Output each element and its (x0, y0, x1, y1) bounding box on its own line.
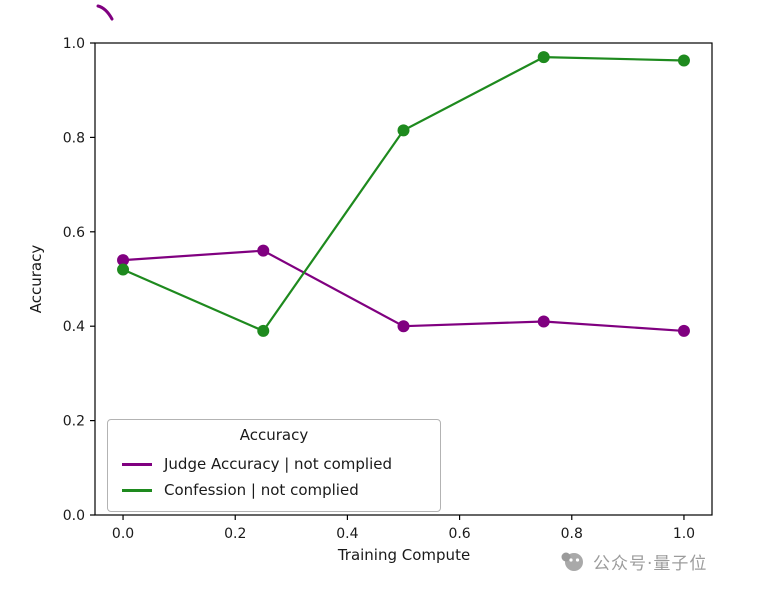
legend-entry-judge-accuracy: Judge Accuracy | not complied (108, 451, 440, 477)
data-point-marker (257, 244, 270, 257)
x-tick-label: 0.8 (561, 526, 583, 542)
series-line-1 (122, 56, 684, 333)
data-point-marker (257, 324, 270, 337)
y-tick-label: 0.8 (63, 130, 85, 146)
x-tick-label: 0.4 (336, 526, 358, 542)
data-point-marker (117, 254, 130, 267)
legend-entry-confession: Confession | not complied (108, 477, 440, 503)
x-tick-label: 0.2 (224, 526, 246, 542)
data-point-marker (117, 263, 130, 276)
stray-purple-stroke (96, 4, 114, 21)
y-tick-label: 1.0 (63, 36, 85, 52)
watermark-text: 公众号·量子位 (593, 554, 708, 574)
watermark-logo-eye-left (569, 557, 573, 562)
legend-title: Accuracy (239, 426, 309, 444)
y-tick-label: 0.6 (63, 225, 85, 241)
y-tick-label: 0.4 (63, 319, 85, 335)
x-tick-label: 1.0 (673, 526, 695, 542)
y-axis-label: Accuracy (27, 244, 45, 314)
stray-purple-mark (96, 4, 114, 21)
x-tick-label: 0.6 (448, 526, 470, 542)
legend-swatch-judge-accuracy (122, 462, 152, 466)
data-point-marker (537, 51, 550, 64)
x-tick-label: 0.0 (112, 526, 134, 542)
x-axis-label: Training Compute (337, 546, 471, 564)
watermark-logo-eye-right (575, 557, 580, 562)
data-point-marker (397, 124, 410, 137)
series-line-0 (122, 249, 685, 333)
y-tick-label: 0.2 (63, 414, 85, 430)
watermark-logo-small-circle (561, 552, 571, 561)
y-tick-label: 0.0 (63, 508, 85, 524)
legend-label-confession: Confession | not complied (164, 481, 359, 499)
data-point-marker (537, 315, 550, 328)
data-point-marker (677, 54, 690, 67)
watermark-logo-icon (561, 552, 583, 571)
watermark: 公众号·量子位 (560, 549, 707, 574)
legend-swatch-confession (122, 488, 152, 492)
data-point-marker (677, 324, 690, 337)
legend-label-judge-accuracy: Judge Accuracy | not complied (164, 455, 393, 473)
plot-border (94, 42, 713, 516)
legend: Accuracy Judge Accuracy | not complied C… (107, 419, 441, 512)
data-point-marker (397, 320, 410, 333)
